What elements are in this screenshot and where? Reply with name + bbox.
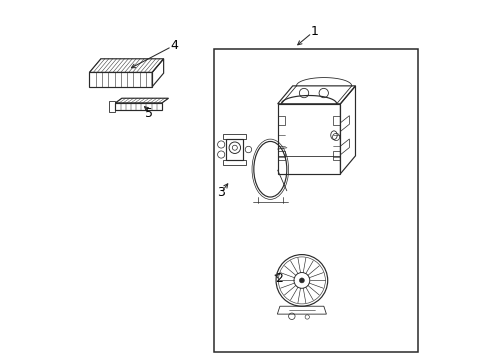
Text: 4: 4: [170, 39, 178, 52]
Bar: [214, 49, 418, 352]
Bar: [333, 151, 340, 160]
Text: 5: 5: [145, 107, 153, 120]
Bar: [333, 116, 340, 125]
Bar: [277, 151, 285, 160]
Text: 1: 1: [310, 25, 318, 38]
Text: 2: 2: [274, 272, 282, 285]
Bar: [109, 102, 115, 112]
Circle shape: [299, 278, 304, 283]
Bar: [277, 116, 285, 125]
Text: 3: 3: [217, 186, 224, 199]
